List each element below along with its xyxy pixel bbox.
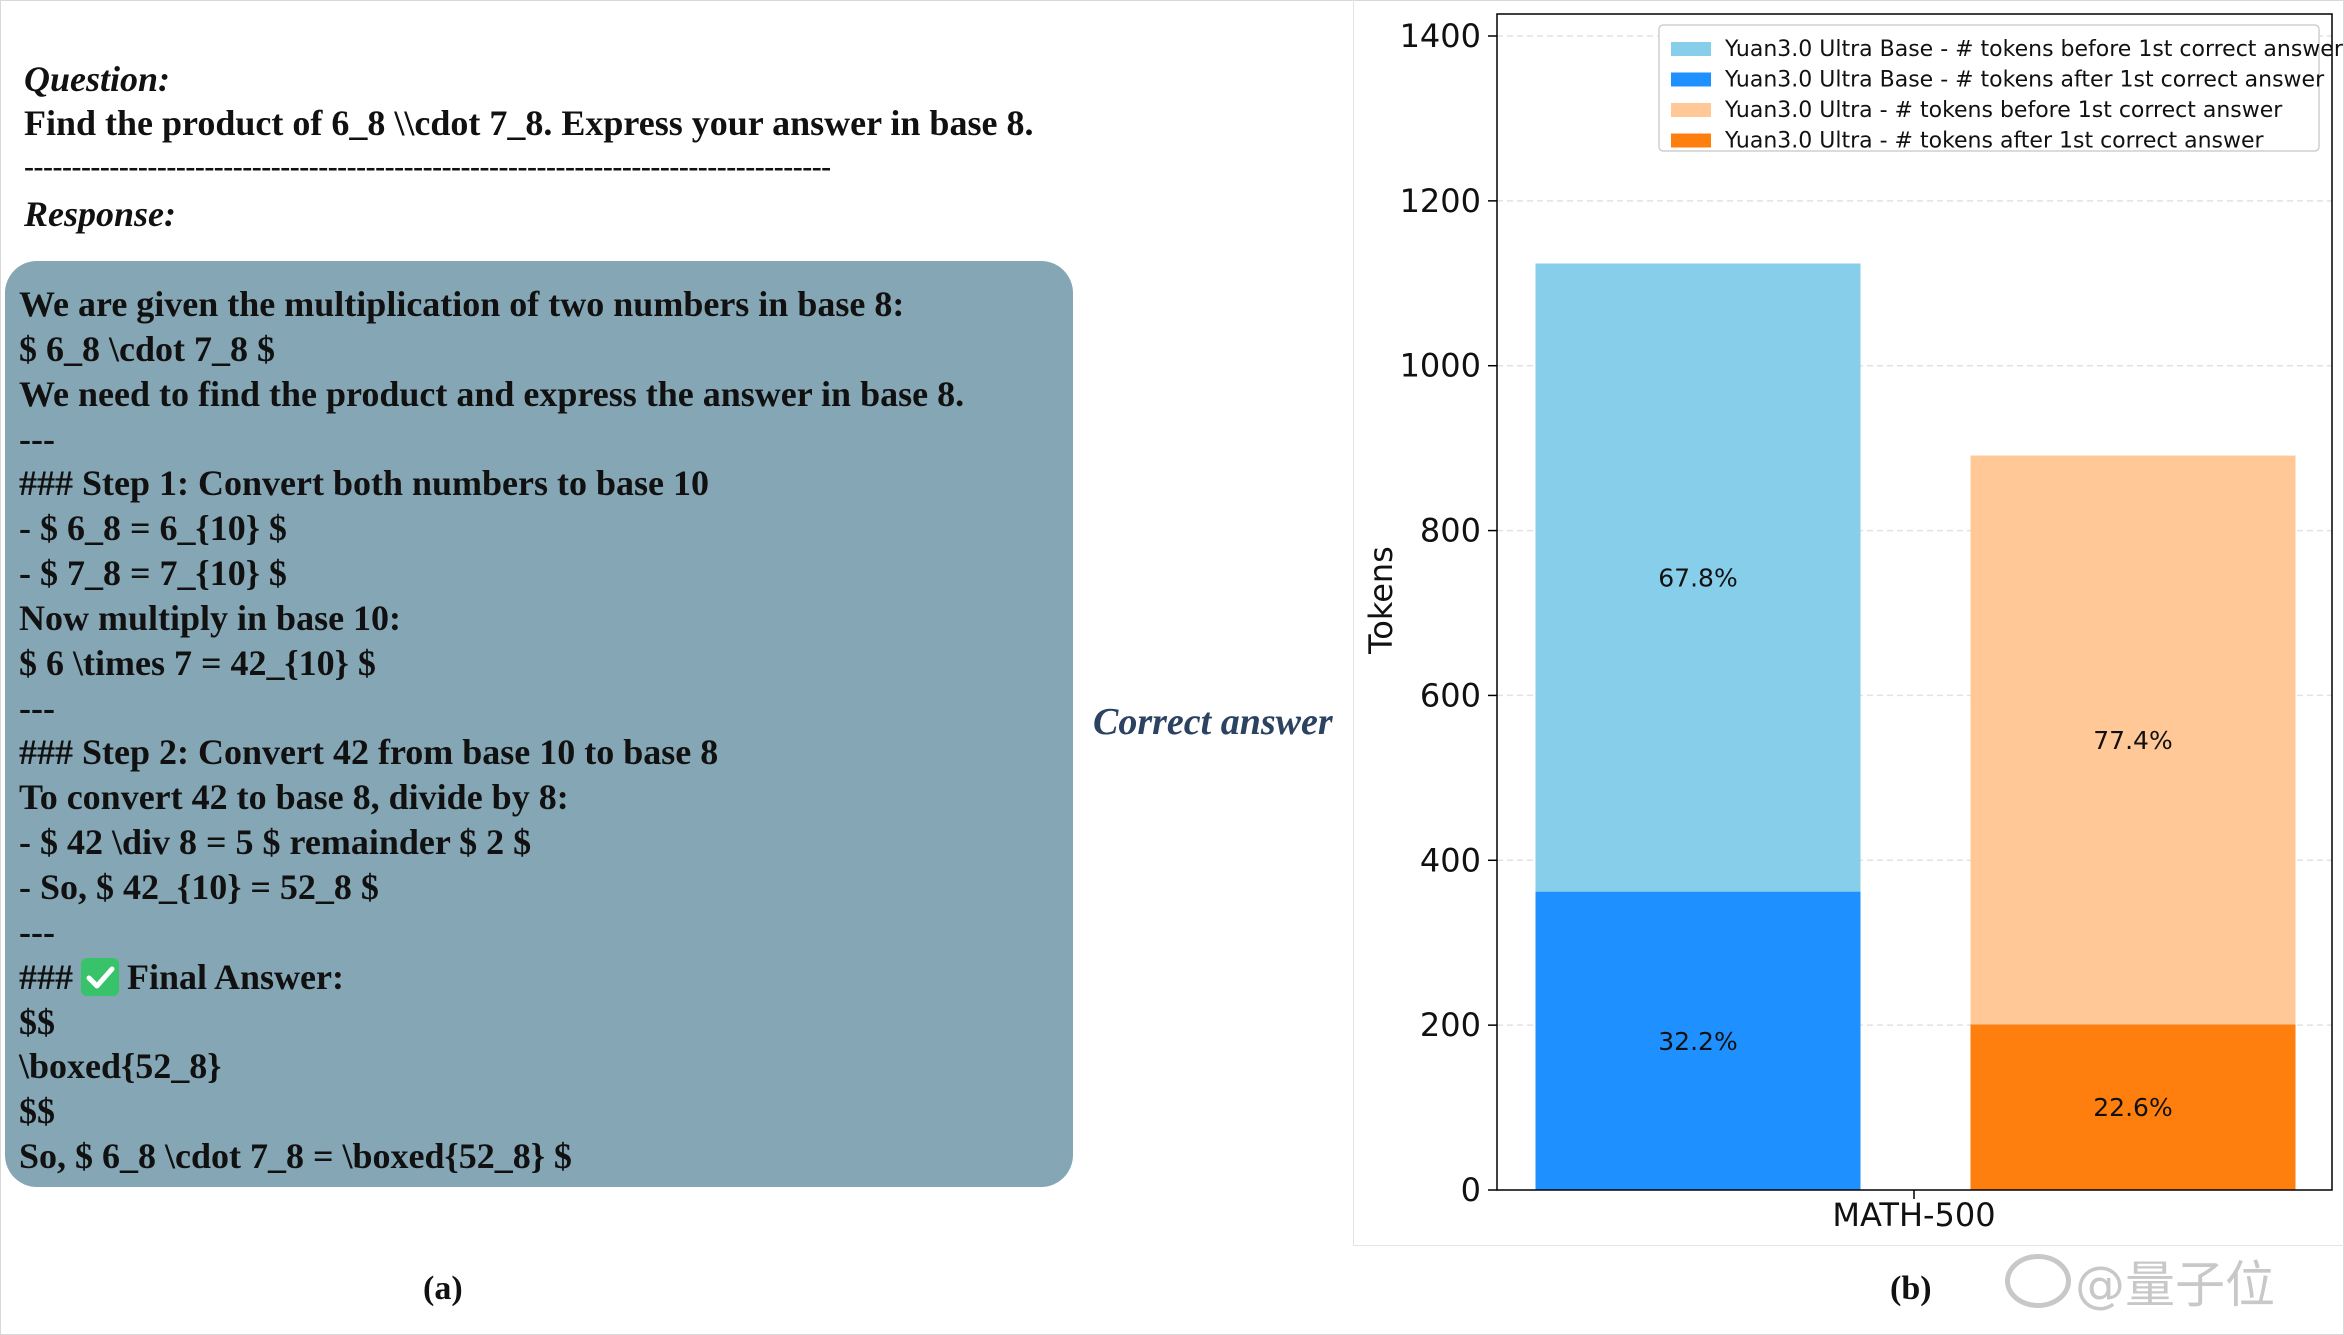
response-line: - So, $ 42_{10} = 52_8 $: [19, 865, 964, 910]
x-tick-label: MATH-500: [1832, 1196, 1995, 1234]
response-line: ### Final Answer:: [19, 955, 964, 1000]
response-line-text: $$: [19, 1091, 55, 1132]
response-line: We are given the multiplication of two n…: [19, 282, 964, 327]
legend-label: Yuan3.0 Ultra - # tokens before 1st corr…: [1724, 98, 2283, 123]
response-line: - $ 6_8 = 6_{10} $: [19, 506, 964, 551]
response-line: ---: [19, 686, 964, 731]
legend-label: Yuan3.0 Ultra Base - # tokens before 1st…: [1724, 37, 2344, 62]
y-tick-label: 600: [1420, 676, 1481, 714]
response-line-text: - $ 42 \div 8 = 5 $ remainder $ 2 $: [19, 822, 532, 863]
legend-swatch: [1671, 133, 1711, 148]
legend-swatch: [1671, 42, 1711, 56]
bar-segment: [1970, 455, 2296, 1025]
watermark: @量子位: [2005, 1245, 2275, 1317]
y-tick-label: 200: [1420, 1006, 1481, 1044]
response-line: $$: [19, 1089, 964, 1134]
response-line-text: ---: [19, 687, 55, 728]
response-line-text: \boxed{52_8}: [19, 1046, 222, 1087]
response-line-text: $ 6_8 \cdot 7_8 $: [19, 328, 275, 369]
response-line-text: ---: [19, 418, 55, 459]
y-tick-label: 1000: [1400, 347, 1481, 385]
response-line: $ 6 \times 7 = 42_{10} $: [19, 641, 964, 686]
response-line-text: Now multiply in base 10:: [19, 597, 402, 638]
response-line: ### Step 1: Convert both numbers to base…: [19, 461, 964, 506]
response-line-text: To convert 42 to base 8, divide by 8:: [19, 777, 569, 818]
y-tick-label: 1400: [1400, 17, 1481, 55]
response-line: To convert 42 to base 8, divide by 8:: [19, 775, 964, 820]
legend-swatch: [1671, 103, 1711, 117]
correct-answer-label: Correct answer: [1093, 701, 1333, 743]
response-line: ### Step 2: Convert 42 from base 10 to b…: [19, 730, 964, 775]
bar-data-label: 67.8%: [1658, 564, 1737, 593]
response-text: We are given the multiplication of two n…: [19, 282, 964, 1179]
legend-label: Yuan3.0 Ultra Base - # tokens after 1st …: [1724, 68, 2325, 93]
response-line-text: ### Step 1: Convert both numbers to base…: [19, 463, 710, 504]
response-line-text: So, $ 6_8 \cdot 7_8 = \boxed{52_8} $: [19, 1136, 572, 1177]
stacked-bar-chart: 0 200 400 600 800 1000 1200 1400 32.2% 67.8% 22.6%…: [1362, 13, 2344, 1234]
response-line: \boxed{52_8}: [19, 1044, 964, 1089]
question-label: Question:: [24, 59, 171, 99]
divider-line: ----------------------------------------…: [24, 150, 831, 183]
legend-swatch: [1671, 72, 1711, 87]
bar-segment: [1970, 1024, 2296, 1190]
bar-segment: [1535, 263, 1861, 892]
bar-data-label: 32.2%: [1658, 1027, 1737, 1056]
response-line: $$: [19, 1000, 964, 1045]
caption-a: (a): [423, 1270, 463, 1307]
bar-segment: [1535, 891, 1861, 1190]
legend-label: Yuan3.0 Ultra - # tokens after 1st corre…: [1724, 129, 2265, 154]
legend-box: [1658, 24, 2320, 152]
bar-data-label: 22.6%: [2093, 1093, 2172, 1122]
panel-a: Question: Find the product of 6_8 \\cdot…: [5, 59, 1333, 1307]
response-line-text: ### Step 2: Convert 42 from base 10 to b…: [19, 732, 719, 773]
response-line: Now multiply in base 10:: [19, 596, 964, 641]
y-tick-label: 0: [1461, 1171, 1481, 1209]
response-line-text: - $ 7_8 = 7_{10} $: [19, 553, 287, 594]
response-line-text: $$: [19, 1001, 55, 1042]
response-line-text: ###: [19, 956, 73, 997]
caption-b: (b): [1890, 1270, 1932, 1307]
response-line-text: - So, $ 42_{10} = 52_8 $: [19, 866, 379, 907]
response-line: - $ 7_8 = 7_{10} $: [19, 551, 964, 596]
response-line-text: We are given the multiplication of two n…: [19, 284, 905, 324]
panel-b: 0 200 400 600 800 1000 1200 1400 32.2% 67.8% 22.6%…: [1353, 0, 2344, 1246]
final-answer-label: Final Answer:: [127, 956, 345, 997]
response-line: - $ 42 \div 8 = 5 $ remainder $ 2 $: [19, 820, 964, 865]
response-line: ---: [19, 910, 964, 955]
response-line: ---: [19, 417, 964, 462]
y-tick-label: 400: [1420, 841, 1481, 879]
response-line-text: $ 6 \times 7 = 42_{10} $: [19, 642, 376, 683]
check-mark-icon: [81, 957, 119, 996]
response-box: [5, 261, 1073, 1187]
response-line: $ 6_8 \cdot 7_8 $: [19, 327, 964, 372]
y-tick-label: 800: [1420, 512, 1481, 550]
response-line-text: ---: [19, 911, 55, 952]
response-line-text: - $ 6_8 = 6_{10} $: [19, 508, 287, 549]
question-text: Find the product of 6_8 \\cdot 7_8. Expr…: [24, 103, 1034, 143]
response-line: So, $ 6_8 \cdot 7_8 = \boxed{52_8} $: [19, 1134, 964, 1179]
response-label: Response:: [24, 194, 176, 234]
y-axis-label: Tokens: [1362, 546, 1400, 655]
bar-data-label: 77.4%: [2093, 726, 2172, 755]
response-line: We need to find the product and express …: [19, 372, 964, 417]
response-line-text: We need to find the product and express …: [19, 373, 965, 414]
watermark-text: @量子位: [2075, 1256, 2275, 1314]
weibo-icon: [2005, 1254, 2071, 1308]
y-tick-label: 1200: [1400, 182, 1481, 220]
